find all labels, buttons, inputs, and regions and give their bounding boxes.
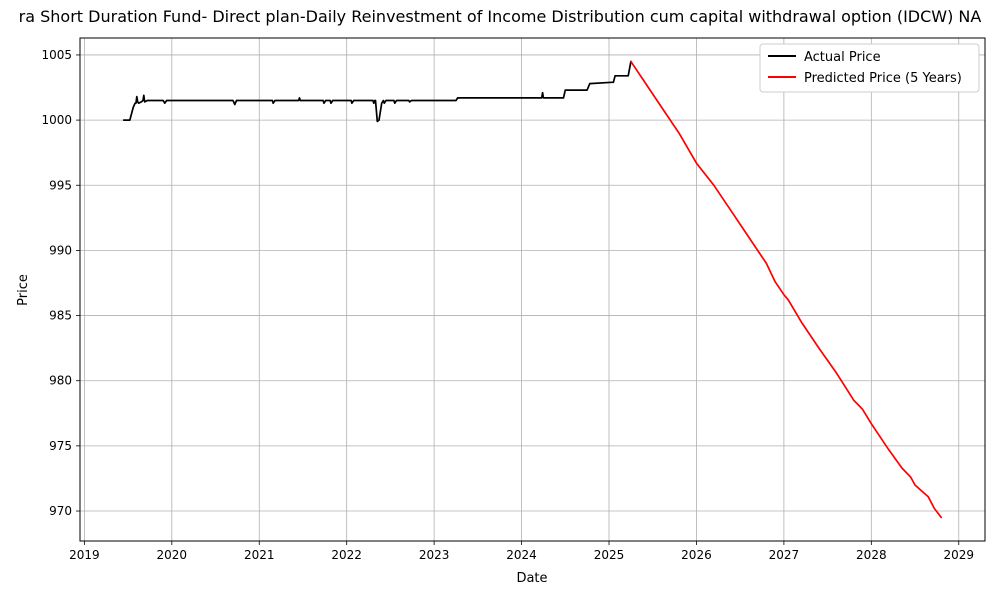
x-tick-label: 2022 [331, 548, 362, 562]
y-tick-label: 970 [49, 504, 72, 518]
x-tick-label: 2026 [681, 548, 712, 562]
x-tick-label: 2021 [244, 548, 275, 562]
y-tick-label: 985 [49, 309, 72, 323]
x-tick-label: 2023 [419, 548, 450, 562]
plot-frame [79, 37, 986, 542]
x-tick-label: 2020 [157, 548, 188, 562]
y-tick-label: 975 [49, 439, 72, 453]
x-axis-label: Date [516, 571, 547, 586]
series-line-predicted-price [630, 60, 943, 519]
x-tick-label: 2019 [69, 548, 100, 562]
legend-box [759, 43, 980, 93]
y-axis-label: Price [16, 274, 31, 306]
legend-label-predicted-price: Predicted Price (5 Years) [804, 71, 962, 86]
x-tick-label: 2025 [594, 548, 625, 562]
x-tick-label: 2028 [856, 548, 887, 562]
y-tick-label: 995 [49, 178, 72, 192]
series-line-actual-price [122, 60, 632, 123]
x-tick-label: 2029 [943, 548, 974, 562]
x-tick-label: 2027 [769, 548, 800, 562]
y-tick-label: 980 [49, 374, 72, 388]
x-axis: 2019 2020 2021 2022 2023 2024 2025 2026 2027 2028… [69, 541, 974, 562]
chart-title: ra Short Duration Fund- Direct plan-Dail… [19, 7, 982, 26]
series-layer [122, 60, 943, 519]
y-axis: 970 975 980 985 990 995 1000 1005 [41, 48, 80, 518]
legend-label-actual-price: Actual Price [804, 50, 881, 65]
y-tick-label: 990 [49, 243, 72, 257]
y-tick-label: 1000 [41, 113, 72, 127]
legend: Actual Price Predicted Price (5 Years) [759, 43, 980, 93]
x-tick-label: 2024 [506, 548, 537, 562]
y-tick-label: 1005 [41, 48, 72, 62]
